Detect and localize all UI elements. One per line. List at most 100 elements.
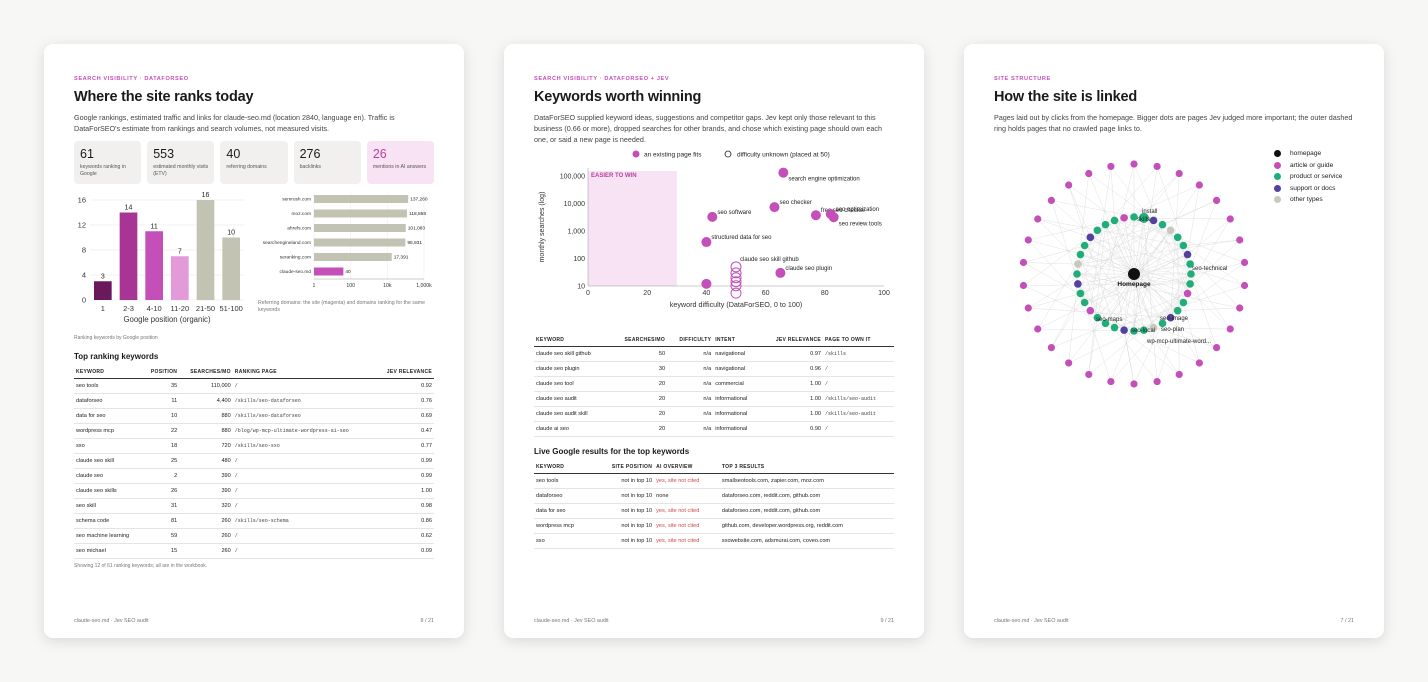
- data-point: [775, 267, 786, 278]
- x-axis-label: keyword difficulty (DataForSEO, 0 to 100…: [670, 300, 803, 309]
- table-cell: dataforseo.com, reddit.com, github.com: [719, 488, 894, 504]
- table-cell: 0.76: [374, 393, 434, 409]
- edge: [1162, 200, 1217, 225]
- table-cell: 260: [179, 543, 233, 559]
- table-cell: /: [823, 376, 894, 392]
- legend-label: article or guide: [1290, 161, 1334, 169]
- edge: [1037, 218, 1184, 246]
- page-node: [1149, 216, 1158, 225]
- table-cell: claude seo skills: [74, 483, 143, 499]
- edge: [1133, 230, 1171, 275]
- edge: [1114, 285, 1245, 328]
- footer-left: claude-seo.md · Jev SEO audit: [994, 618, 1069, 624]
- edge: [1153, 327, 1217, 348]
- legend-marker: [724, 150, 732, 158]
- table-cell: 0.69: [374, 408, 434, 424]
- col-header: INTENT: [713, 334, 760, 347]
- table-cell: /skills/seo-schema: [232, 513, 375, 529]
- table-cell: 0.97: [759, 346, 824, 362]
- page-node: [1158, 220, 1167, 229]
- table-row: claude seo audit skill 20 n/a informational…: [534, 406, 894, 422]
- page-number: 8 / 21: [420, 618, 435, 624]
- edge: [1077, 200, 1217, 265]
- table-cell: wordpress mcp: [534, 518, 593, 534]
- table-cell: data for seo: [534, 503, 593, 519]
- page-node: [1034, 325, 1042, 333]
- table-row: claude seo tool 20 n/a commercial 1.00/: [534, 376, 894, 392]
- page-number: 9 / 21: [880, 618, 895, 624]
- edge: [1105, 224, 1135, 275]
- metric-label: referring domains: [226, 164, 267, 170]
- bar: [145, 231, 163, 300]
- table-cell: sxowebsite.com, adsmurai.com, coveo.com: [719, 533, 894, 549]
- table-row: seo tools 35 110,000/0.92: [74, 378, 434, 394]
- edge: [1088, 317, 1098, 375]
- page-node: [1080, 298, 1089, 307]
- edge: [1114, 220, 1135, 275]
- page-number: 7 / 21: [1340, 618, 1355, 624]
- point-label: seo software: [717, 210, 752, 216]
- page-node: [1213, 343, 1221, 352]
- bar: [314, 195, 409, 203]
- edge: [1097, 230, 1135, 275]
- metric-label: keywords ranking in Google: [80, 164, 126, 177]
- keyword-table: KEYWORD SEARCHES/MO DIFFICULTY INTENT JE…: [534, 334, 894, 437]
- site-link-graph: Homepage install skills seo-technical seo-ma…: [1019, 160, 1249, 388]
- col-header: SITE POSITION: [592, 461, 655, 474]
- report-page-keywords: SEARCH VISIBILITY · DATAFORSEO + JEV Key…: [504, 44, 924, 638]
- edge: [1077, 273, 1135, 285]
- table-row: schema code 81 260/skills/seo-schema 0.86: [74, 513, 434, 529]
- table-cell: 35: [142, 378, 180, 394]
- table-cell: 0.47: [374, 423, 434, 439]
- legend-item: product or service: [1274, 171, 1342, 183]
- bar-value-label: 118,858: [409, 211, 426, 217]
- page-node: [1085, 370, 1093, 379]
- point-label: free seo checker: [821, 208, 865, 214]
- bar-value-label: 17,391: [394, 255, 409, 261]
- bar: [314, 253, 392, 261]
- position-bar-chart: 0 4 8 12 16 3 1 14 2-3 11 4-10 7 11-20 16 21-50 10 51-10…: [78, 192, 244, 324]
- edge: [1068, 184, 1115, 328]
- edge: [1051, 200, 1178, 311]
- col-header: KEYWORD: [74, 366, 143, 379]
- y-axis-label: monthly searches (log): [539, 192, 546, 263]
- node-label: Homepage: [1117, 281, 1151, 288]
- table-cell: schema code: [74, 513, 143, 529]
- legend-marker: [632, 150, 640, 158]
- edge: [1183, 239, 1240, 246]
- page-node: [1175, 169, 1183, 178]
- col-header: SEARCHES/MO: [179, 366, 233, 379]
- table-row: claude seo skill 25 480/0.99: [74, 453, 434, 469]
- edge: [1123, 217, 1135, 275]
- edge: [1068, 184, 1091, 238]
- edge: [1037, 328, 1135, 332]
- table-cell: 0.92: [374, 378, 434, 394]
- page-node: [1236, 236, 1244, 244]
- x-tick-label: 0: [586, 290, 590, 297]
- table-cell: claude seo audit skill: [534, 406, 610, 422]
- table-cell: 0.77: [374, 438, 434, 454]
- col-header: RANKING PAGE: [232, 366, 375, 379]
- edge: [1143, 217, 1158, 382]
- edge: [1133, 220, 1154, 275]
- table-cell: seo tools: [74, 378, 143, 394]
- graph-legend: homepage article or guide product or ser…: [1274, 148, 1342, 206]
- table-cell: seo machine learning: [74, 528, 143, 544]
- table-cell: 20: [609, 376, 668, 392]
- table-cell: informational: [713, 406, 760, 422]
- metric-label: estimated monthly visits (ETV): [153, 164, 209, 177]
- table-cell: 480: [179, 453, 233, 469]
- edge: [1133, 173, 1180, 218]
- page-node: [1093, 313, 1102, 322]
- homepage-node: [1128, 268, 1140, 280]
- metric-value: 276: [299, 147, 321, 161]
- edge: [1133, 245, 1184, 275]
- bar-value-label: 101,083: [408, 226, 426, 232]
- bar-value-label: 137,260: [410, 197, 428, 203]
- table-row: sxo not in top 10 yes, site not cited sxowe…: [534, 533, 894, 549]
- table-cell: 22: [142, 423, 180, 439]
- edge: [1023, 262, 1078, 265]
- edge: [1077, 239, 1240, 265]
- table-row: claude seo skills 26 390/1.00: [74, 483, 434, 499]
- edge: [1037, 218, 1145, 331]
